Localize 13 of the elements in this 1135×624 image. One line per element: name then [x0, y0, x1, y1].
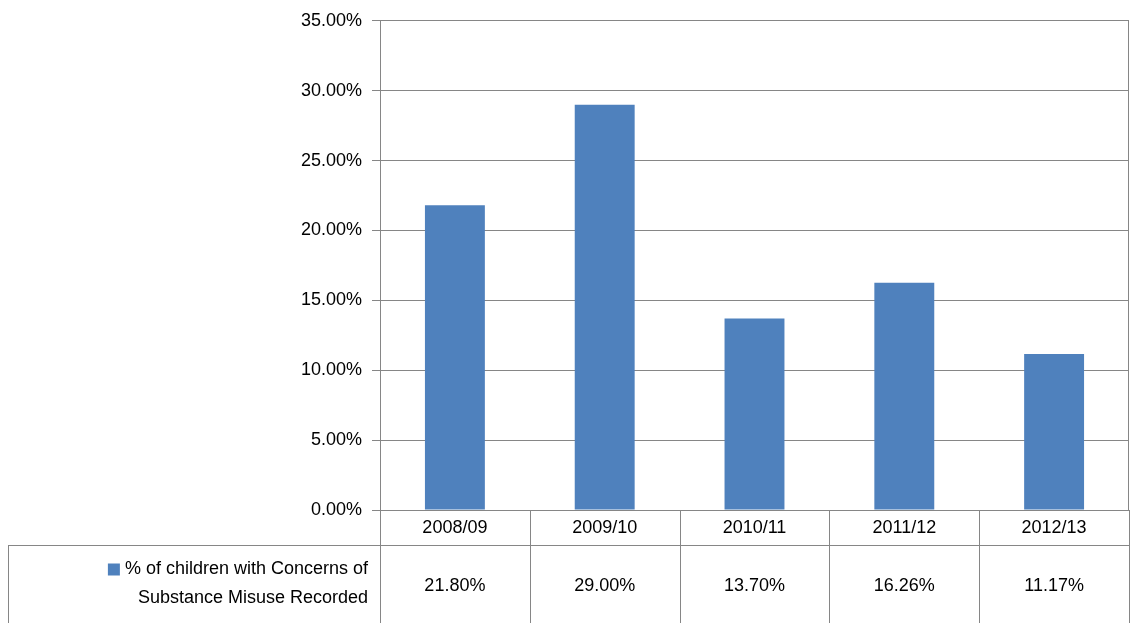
y-tick-label: 10.00% — [300, 359, 362, 380]
y-tick-label: 30.00% — [300, 79, 362, 100]
y-tick-label: 5.00% — [310, 429, 362, 450]
y-tick-label: 25.00% — [300, 149, 362, 170]
x-tick-label: 2008/09 — [422, 517, 488, 538]
y-tick-label: 15.00% — [300, 289, 362, 310]
x-tick-label: 2010/11 — [722, 517, 787, 538]
y-tick-label: 20.00% — [300, 219, 362, 240]
x-tick-label: 2011/12 — [872, 517, 937, 538]
y-tick-label: 35.00% — [300, 9, 362, 30]
x-tick-label: 2012/13 — [1021, 517, 1087, 538]
y-tick-label: 0.00% — [310, 498, 362, 519]
x-tick-label: 2009/10 — [572, 517, 638, 538]
